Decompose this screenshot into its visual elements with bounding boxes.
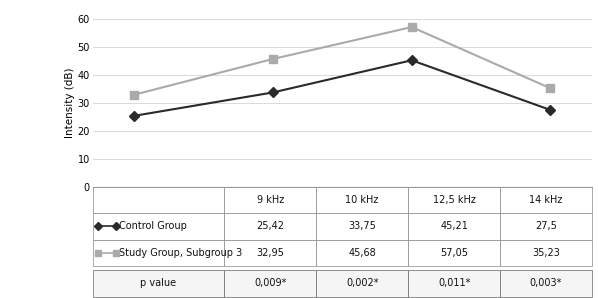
Bar	[224, 187, 316, 213]
Control Group	[270, 91, 277, 94]
Bar	[316, 213, 408, 240]
Bar	[408, 187, 500, 213]
Control Group	[131, 114, 138, 118]
Study Group, Subgroup 3	[131, 93, 138, 97]
Text: 27,5: 27,5	[535, 221, 557, 232]
Text: 9 kHz: 9 kHz	[257, 195, 284, 205]
Line: Study Group, Subgroup 3: Study Group, Subgroup 3	[130, 23, 554, 99]
Y-axis label: Intensity (dB): Intensity (dB)	[65, 68, 75, 138]
Text: 35,23: 35,23	[532, 248, 560, 258]
Text: 0,002*: 0,002*	[346, 278, 379, 288]
Bar	[500, 270, 592, 297]
Text: 0,009*: 0,009*	[254, 278, 286, 288]
Text: 10 kHz: 10 kHz	[346, 195, 379, 205]
Bar	[408, 240, 500, 266]
Study Group, Subgroup 3	[408, 25, 415, 29]
Line: Control Group: Control Group	[130, 56, 554, 119]
Text: 45,21: 45,21	[440, 221, 468, 232]
Bar	[316, 270, 408, 297]
Text: 32,95: 32,95	[257, 248, 284, 258]
Bar	[93, 270, 224, 297]
Text: 12,5 kHz: 12,5 kHz	[433, 195, 475, 205]
Text: 33,75: 33,75	[348, 221, 376, 232]
Bar	[93, 213, 224, 240]
Bar	[316, 187, 408, 213]
Control Group	[547, 108, 554, 112]
Bar	[224, 213, 316, 240]
Study Group, Subgroup 3	[547, 86, 554, 90]
Text: Control Group: Control Group	[119, 221, 187, 232]
Text: 25,42: 25,42	[256, 221, 284, 232]
Text: 45,68: 45,68	[348, 248, 376, 258]
Bar	[93, 240, 224, 266]
Study Group, Subgroup 3	[270, 57, 277, 61]
Bar	[500, 213, 592, 240]
Bar	[500, 187, 592, 213]
Text: 57,05: 57,05	[440, 248, 468, 258]
Text: p value: p value	[141, 278, 176, 288]
Text: 0,011*: 0,011*	[438, 278, 470, 288]
Bar	[93, 187, 224, 213]
Bar	[224, 270, 316, 297]
Bar	[408, 213, 500, 240]
Bar	[500, 240, 592, 266]
Text: 14 kHz: 14 kHz	[529, 195, 563, 205]
Bar	[408, 270, 500, 297]
Control Group	[408, 58, 415, 62]
Bar	[316, 240, 408, 266]
Text: Study Group, Subgroup 3: Study Group, Subgroup 3	[119, 248, 242, 258]
Text: 0,003*: 0,003*	[530, 278, 562, 288]
Bar	[224, 240, 316, 266]
